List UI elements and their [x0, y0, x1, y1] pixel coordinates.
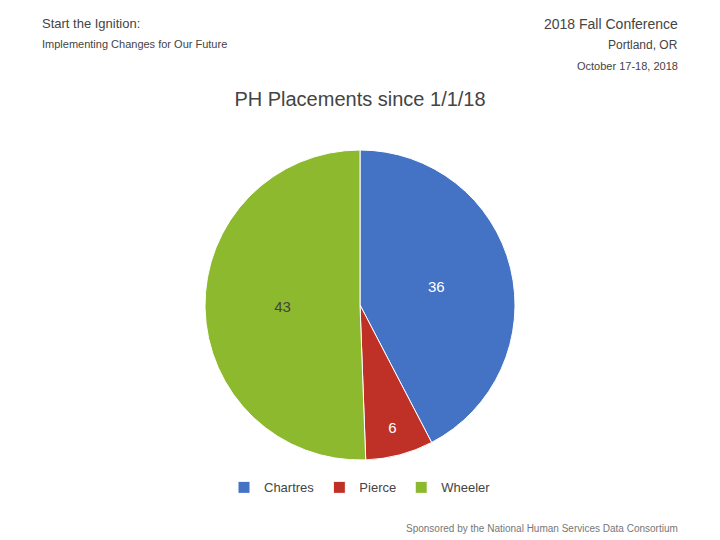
- svg-text:Sponsored by the National Huma: Sponsored by the National Human Services…: [406, 523, 678, 534]
- svg-text:Pierce: Pierce: [359, 480, 396, 495]
- svg-text:PH Placements since 1/1/18: PH Placements since 1/1/18: [234, 88, 485, 110]
- svg-text:Implementing Changes for Our F: Implementing Changes for Our Future: [42, 38, 227, 50]
- svg-text:Portland, OR: Portland, OR: [608, 38, 678, 52]
- svg-text:October 17-18, 2018: October 17-18, 2018: [577, 60, 678, 72]
- svg-text:Wheeler: Wheeler: [441, 480, 490, 495]
- svg-text:6: 6: [388, 419, 396, 436]
- svg-text:Chartres: Chartres: [264, 480, 314, 495]
- svg-text:43: 43: [274, 298, 291, 315]
- svg-text:Start the Ignition:: Start the Ignition:: [42, 16, 140, 31]
- svg-text:36: 36: [428, 278, 445, 295]
- svg-text:2018 Fall Conference: 2018 Fall Conference: [544, 16, 678, 32]
